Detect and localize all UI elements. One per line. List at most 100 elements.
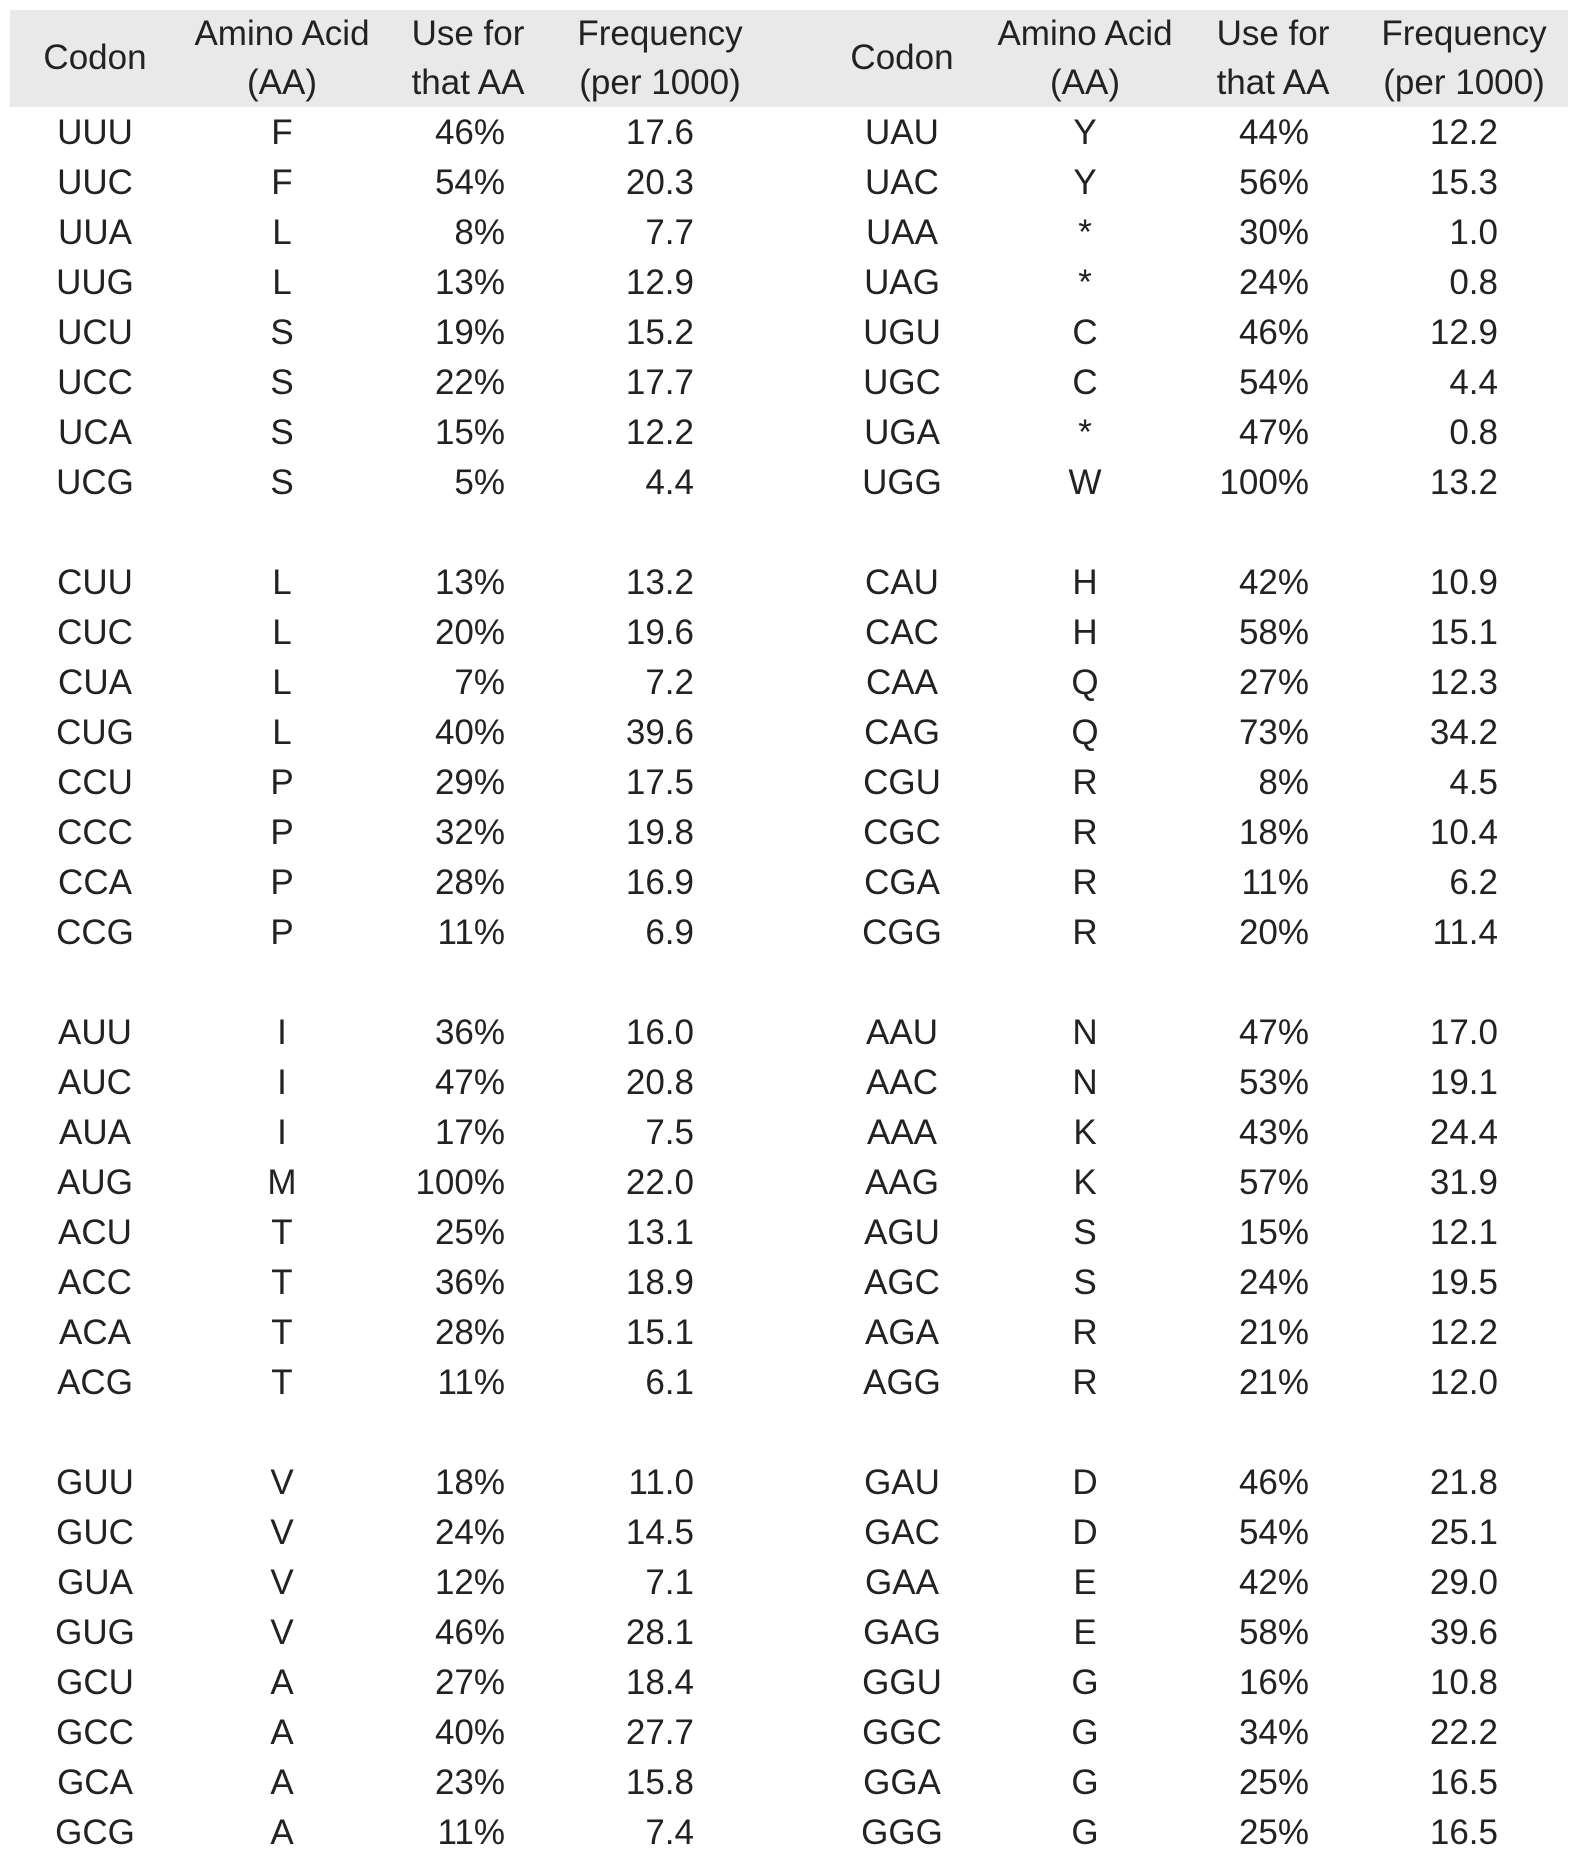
usage-cell: 27% xyxy=(434,1663,505,1702)
codon-cell: AUA xyxy=(59,1113,131,1152)
amino-acid-cell: * xyxy=(1078,263,1092,302)
usage-cell: 22% xyxy=(434,363,505,402)
codon-cell: ACG xyxy=(57,1363,133,1402)
usage-cell: 18% xyxy=(1238,813,1309,852)
usage-cell: 47% xyxy=(1238,413,1309,452)
usage-cell: 30% xyxy=(1238,213,1309,252)
codon-cell: UCC xyxy=(57,363,133,402)
frequency-cell: 7.2 xyxy=(645,663,694,702)
amino-acid-cell: T xyxy=(271,1363,293,1402)
usage-cell: 100% xyxy=(415,1163,505,1202)
usage-cell: 28% xyxy=(434,1313,505,1352)
amino-acid-cell: F xyxy=(271,163,293,202)
frequency-cell: 22.2 xyxy=(1429,1713,1498,1752)
amino-acid-cell: G xyxy=(1071,1713,1099,1752)
codon-cell: GUC xyxy=(56,1513,134,1552)
frequency-cell: 20.8 xyxy=(625,1063,694,1102)
frequency-cell: 14.5 xyxy=(625,1513,694,1552)
frequency-cell: 7.7 xyxy=(645,213,694,252)
frequency-cell: 39.6 xyxy=(625,713,694,752)
usage-cell: 8% xyxy=(454,213,505,252)
usage-cell: 54% xyxy=(1238,363,1309,402)
frequency-cell: 12.2 xyxy=(1429,113,1498,152)
amino-acid-cell: R xyxy=(1072,1363,1098,1402)
codon-cell: CCG xyxy=(56,913,134,952)
amino-acid-cell: S xyxy=(270,413,294,452)
amino-acid-cell: K xyxy=(1073,1113,1097,1152)
frequency-cell: 18.9 xyxy=(625,1263,694,1302)
usage-cell: 5% xyxy=(454,463,505,502)
usage-cell: 17% xyxy=(434,1113,505,1152)
usage-cell: 13% xyxy=(434,263,505,302)
frequency-cell: 13.2 xyxy=(625,563,694,602)
usage-cell: 24% xyxy=(434,1513,505,1552)
codon-cell: UAG xyxy=(864,263,940,302)
amino-acid-cell: A xyxy=(270,1713,294,1752)
usage-cell: 25% xyxy=(434,1213,505,1252)
frequency-cell: 13.1 xyxy=(625,1213,694,1252)
frequency-cell: 11.0 xyxy=(628,1463,694,1502)
codon-cell: GUG xyxy=(55,1613,135,1652)
frequency-cell: 24.4 xyxy=(1429,1113,1498,1152)
frequency-cell: 19.1 xyxy=(1429,1063,1498,1102)
header-amino-acid: (AA) xyxy=(247,63,317,102)
usage-cell: 56% xyxy=(1238,163,1309,202)
amino-acid-cell: I xyxy=(277,1013,287,1052)
frequency-cell: 0.8 xyxy=(1449,263,1498,302)
codon-cell: CGC xyxy=(863,813,941,852)
codon-cell: GCG xyxy=(55,1813,135,1852)
usage-cell: 25% xyxy=(1238,1763,1309,1802)
codon-cell: CUA xyxy=(58,663,132,702)
amino-acid-cell: G xyxy=(1071,1813,1099,1852)
frequency-cell: 6.9 xyxy=(645,913,694,952)
codon-cell: CGG xyxy=(862,913,942,952)
codon-cell: AAC xyxy=(866,1063,938,1102)
amino-acid-cell: L xyxy=(272,663,292,702)
frequency-cell: 12.9 xyxy=(625,263,694,302)
usage-cell: 47% xyxy=(434,1063,505,1102)
codon-cell: ACU xyxy=(58,1213,132,1252)
amino-acid-cell: L xyxy=(272,213,292,252)
codon-cell: CCA xyxy=(58,863,132,902)
usage-cell: 13% xyxy=(434,563,505,602)
frequency-cell: 29.0 xyxy=(1429,1563,1498,1602)
usage-cell: 29% xyxy=(434,763,505,802)
amino-acid-cell: I xyxy=(277,1113,287,1152)
usage-cell: 53% xyxy=(1238,1063,1309,1102)
codon-cell: AAG xyxy=(865,1163,939,1202)
frequency-cell: 0.8 xyxy=(1449,413,1498,452)
usage-cell: 40% xyxy=(434,713,505,752)
codon-cell: UUG xyxy=(56,263,134,302)
amino-acid-cell: C xyxy=(1072,363,1098,402)
usage-cell: 57% xyxy=(1238,1163,1309,1202)
frequency-cell: 10.4 xyxy=(1429,813,1498,852)
usage-cell: 12% xyxy=(434,1563,505,1602)
frequency-cell: 17.7 xyxy=(625,363,694,402)
frequency-cell: 16.9 xyxy=(625,863,694,902)
usage-cell: 20% xyxy=(1238,913,1309,952)
codon-cell: UGC xyxy=(863,363,941,402)
header-usage: that AA xyxy=(411,63,525,102)
amino-acid-cell: R xyxy=(1072,813,1098,852)
header-amino-acid: Amino Acid xyxy=(194,14,370,53)
amino-acid-cell: F xyxy=(271,113,293,152)
codon-cell: ACA xyxy=(59,1313,131,1352)
header-usage: Use for xyxy=(411,14,525,53)
codon-cell: UGU xyxy=(863,313,941,352)
frequency-cell: 15.1 xyxy=(625,1313,694,1352)
frequency-cell: 22.0 xyxy=(625,1163,694,1202)
frequency-cell: 15.3 xyxy=(1429,163,1498,202)
usage-cell: 44% xyxy=(1238,113,1309,152)
header-usage: Use for xyxy=(1216,14,1330,53)
usage-cell: 73% xyxy=(1238,713,1309,752)
frequency-cell: 6.1 xyxy=(645,1363,694,1402)
usage-cell: 46% xyxy=(434,1613,505,1652)
usage-cell: 20% xyxy=(434,613,505,652)
amino-acid-cell: L xyxy=(272,563,292,602)
header-band xyxy=(10,10,1568,107)
codon-cell: CCC xyxy=(57,813,133,852)
amino-acid-cell: * xyxy=(1078,213,1092,252)
codon-cell: CCU xyxy=(57,763,133,802)
usage-cell: 7% xyxy=(454,663,505,702)
amino-acid-cell: G xyxy=(1071,1663,1099,1702)
